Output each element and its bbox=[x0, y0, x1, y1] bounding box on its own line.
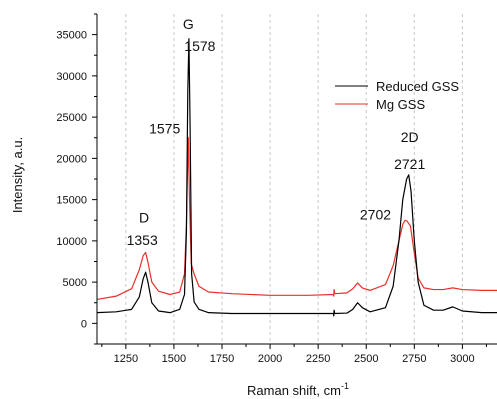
annotation-g: G bbox=[183, 16, 194, 32]
annotation-1578: 1578 bbox=[184, 38, 215, 54]
grid-layer bbox=[125, 14, 463, 344]
y-tick-label-5000: 5000 bbox=[63, 277, 87, 289]
x-tick-label-1500: 1500 bbox=[162, 353, 186, 365]
legend-label-reduced-gss: Reduced GSS bbox=[376, 79, 459, 94]
annotation-2721: 2721 bbox=[394, 156, 425, 172]
series-line-reduced-gss bbox=[96, 38, 497, 317]
y-tick-label-25000: 25000 bbox=[56, 112, 87, 124]
y-tick-label-20000: 20000 bbox=[56, 153, 87, 165]
x-tick-label-3000: 3000 bbox=[450, 353, 474, 365]
axes-layer: 1250 1500 1750 2000 2250 2500 2750 300005000100… bbox=[56, 13, 497, 365]
legend-label-mg-gss: Mg GSS bbox=[376, 97, 425, 112]
x-tick-label-2500: 2500 bbox=[354, 353, 378, 365]
y-tick-label-10000: 10000 bbox=[56, 236, 87, 248]
y-tick-label-30000: 30000 bbox=[56, 71, 87, 83]
y-tick-label-35000: 35000 bbox=[56, 30, 87, 42]
y-tick-label-0: 0 bbox=[81, 318, 87, 330]
series-layer bbox=[96, 38, 497, 317]
y-tick-label-15000: 15000 bbox=[56, 195, 87, 207]
x-tick-label-2000: 2000 bbox=[258, 353, 282, 365]
legend: Reduced GSS Mg GSS bbox=[335, 79, 459, 112]
x-tick-label-2750: 2750 bbox=[402, 353, 426, 365]
x-axis-label: Raman shift, cm bbox=[247, 383, 341, 398]
x-axis-label-superscript: -1 bbox=[341, 381, 349, 391]
annotation-layer: G 1578 1575 D 1353 2D 2721 2702 bbox=[127, 16, 426, 248]
annotation-1575: 1575 bbox=[149, 121, 180, 137]
annotation-2702: 2702 bbox=[360, 206, 391, 222]
annotation-2d: 2D bbox=[401, 129, 419, 145]
x-tick-label-1750: 1750 bbox=[210, 353, 234, 365]
annotation-d: D bbox=[139, 210, 149, 226]
x-tick-label-1250: 1250 bbox=[114, 353, 138, 365]
annotation-1353: 1353 bbox=[127, 232, 158, 248]
x-tick-label-2250: 2250 bbox=[306, 353, 330, 365]
series-line-mg-gss bbox=[96, 137, 497, 301]
x-axis-title: Raman shift, cm-1 bbox=[247, 381, 349, 398]
y-axis-title: Intensity, a.u. bbox=[10, 137, 25, 213]
